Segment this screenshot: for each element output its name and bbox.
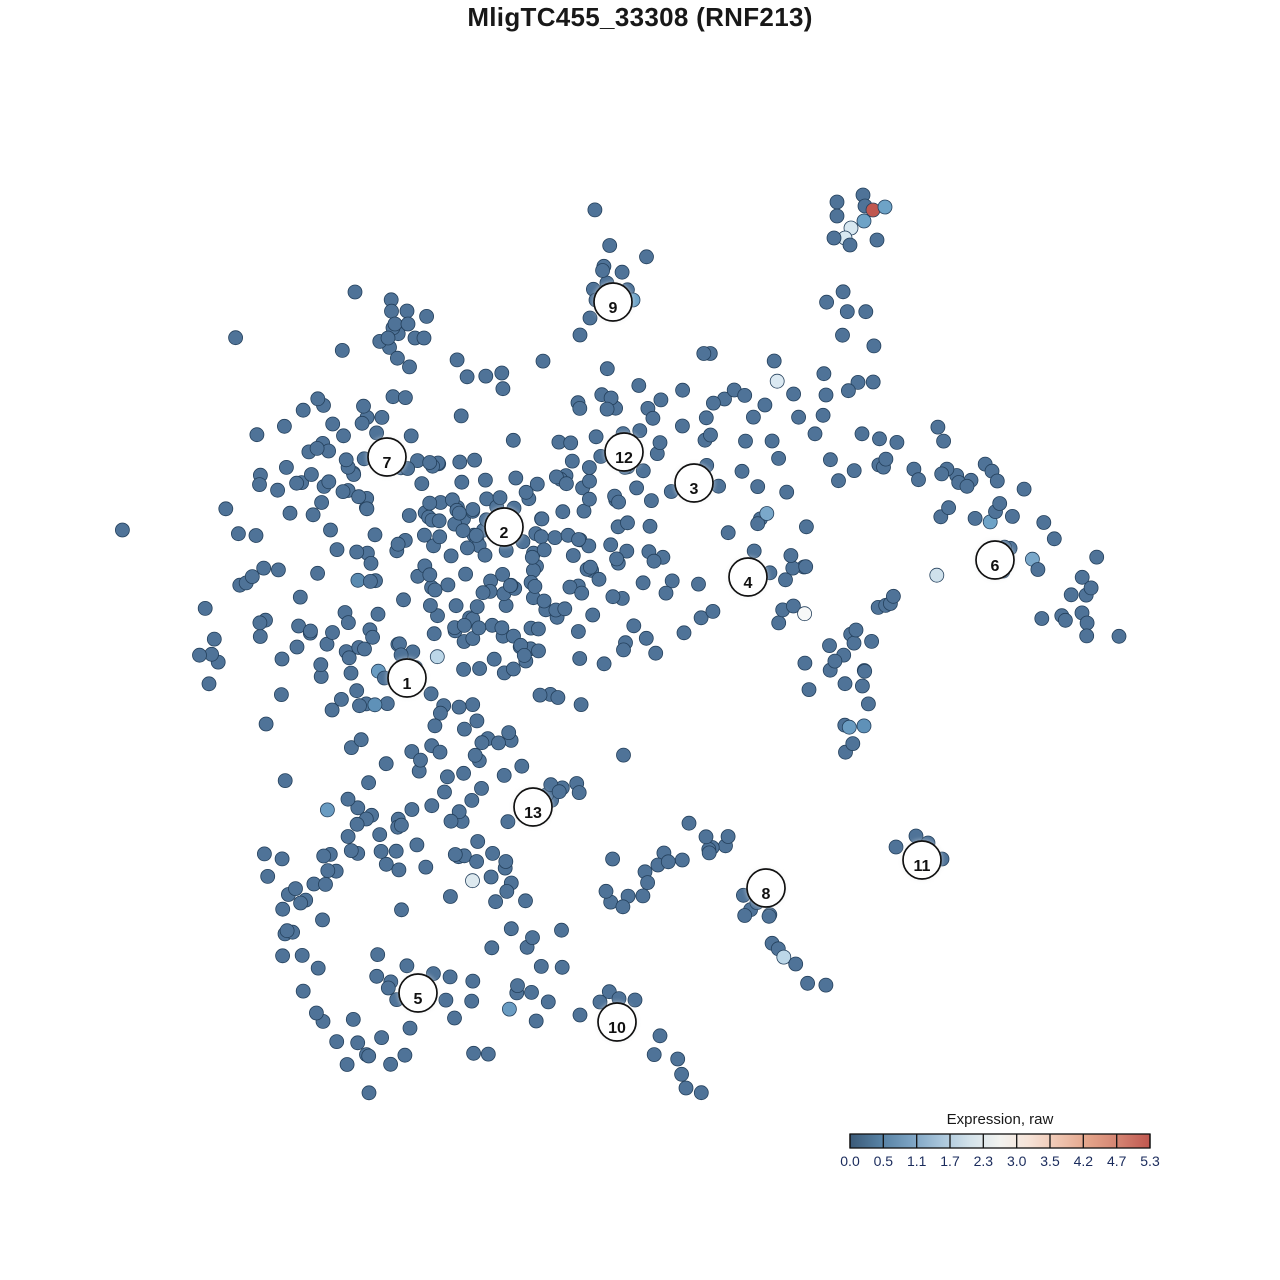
svg-text:5: 5 [414,991,423,1008]
svg-text:4.2: 4.2 [1074,1153,1094,1169]
svg-text:4: 4 [744,575,753,592]
svg-text:4.7: 4.7 [1107,1153,1127,1169]
svg-text:10: 10 [608,1020,626,1037]
svg-text:1.7: 1.7 [940,1153,960,1169]
svg-text:12: 12 [615,450,633,467]
svg-text:1.1: 1.1 [907,1153,927,1169]
svg-text:0.5: 0.5 [874,1153,894,1169]
svg-text:5.3: 5.3 [1140,1153,1160,1169]
svg-text:2: 2 [500,525,509,542]
svg-text:11: 11 [914,858,931,875]
svg-text:3.5: 3.5 [1040,1153,1060,1169]
svg-text:6: 6 [991,558,1000,575]
svg-text:13: 13 [524,805,542,822]
svg-text:9: 9 [609,300,618,317]
svg-text:7: 7 [383,455,392,472]
svg-text:3.0: 3.0 [1007,1153,1027,1169]
svg-text:0.0: 0.0 [840,1153,860,1169]
svg-text:8: 8 [762,886,771,903]
svg-text:Expression, raw: Expression, raw [947,1111,1054,1128]
svg-text:1: 1 [403,676,412,693]
svg-text:2.3: 2.3 [974,1153,994,1169]
svg-text:3: 3 [690,481,699,498]
